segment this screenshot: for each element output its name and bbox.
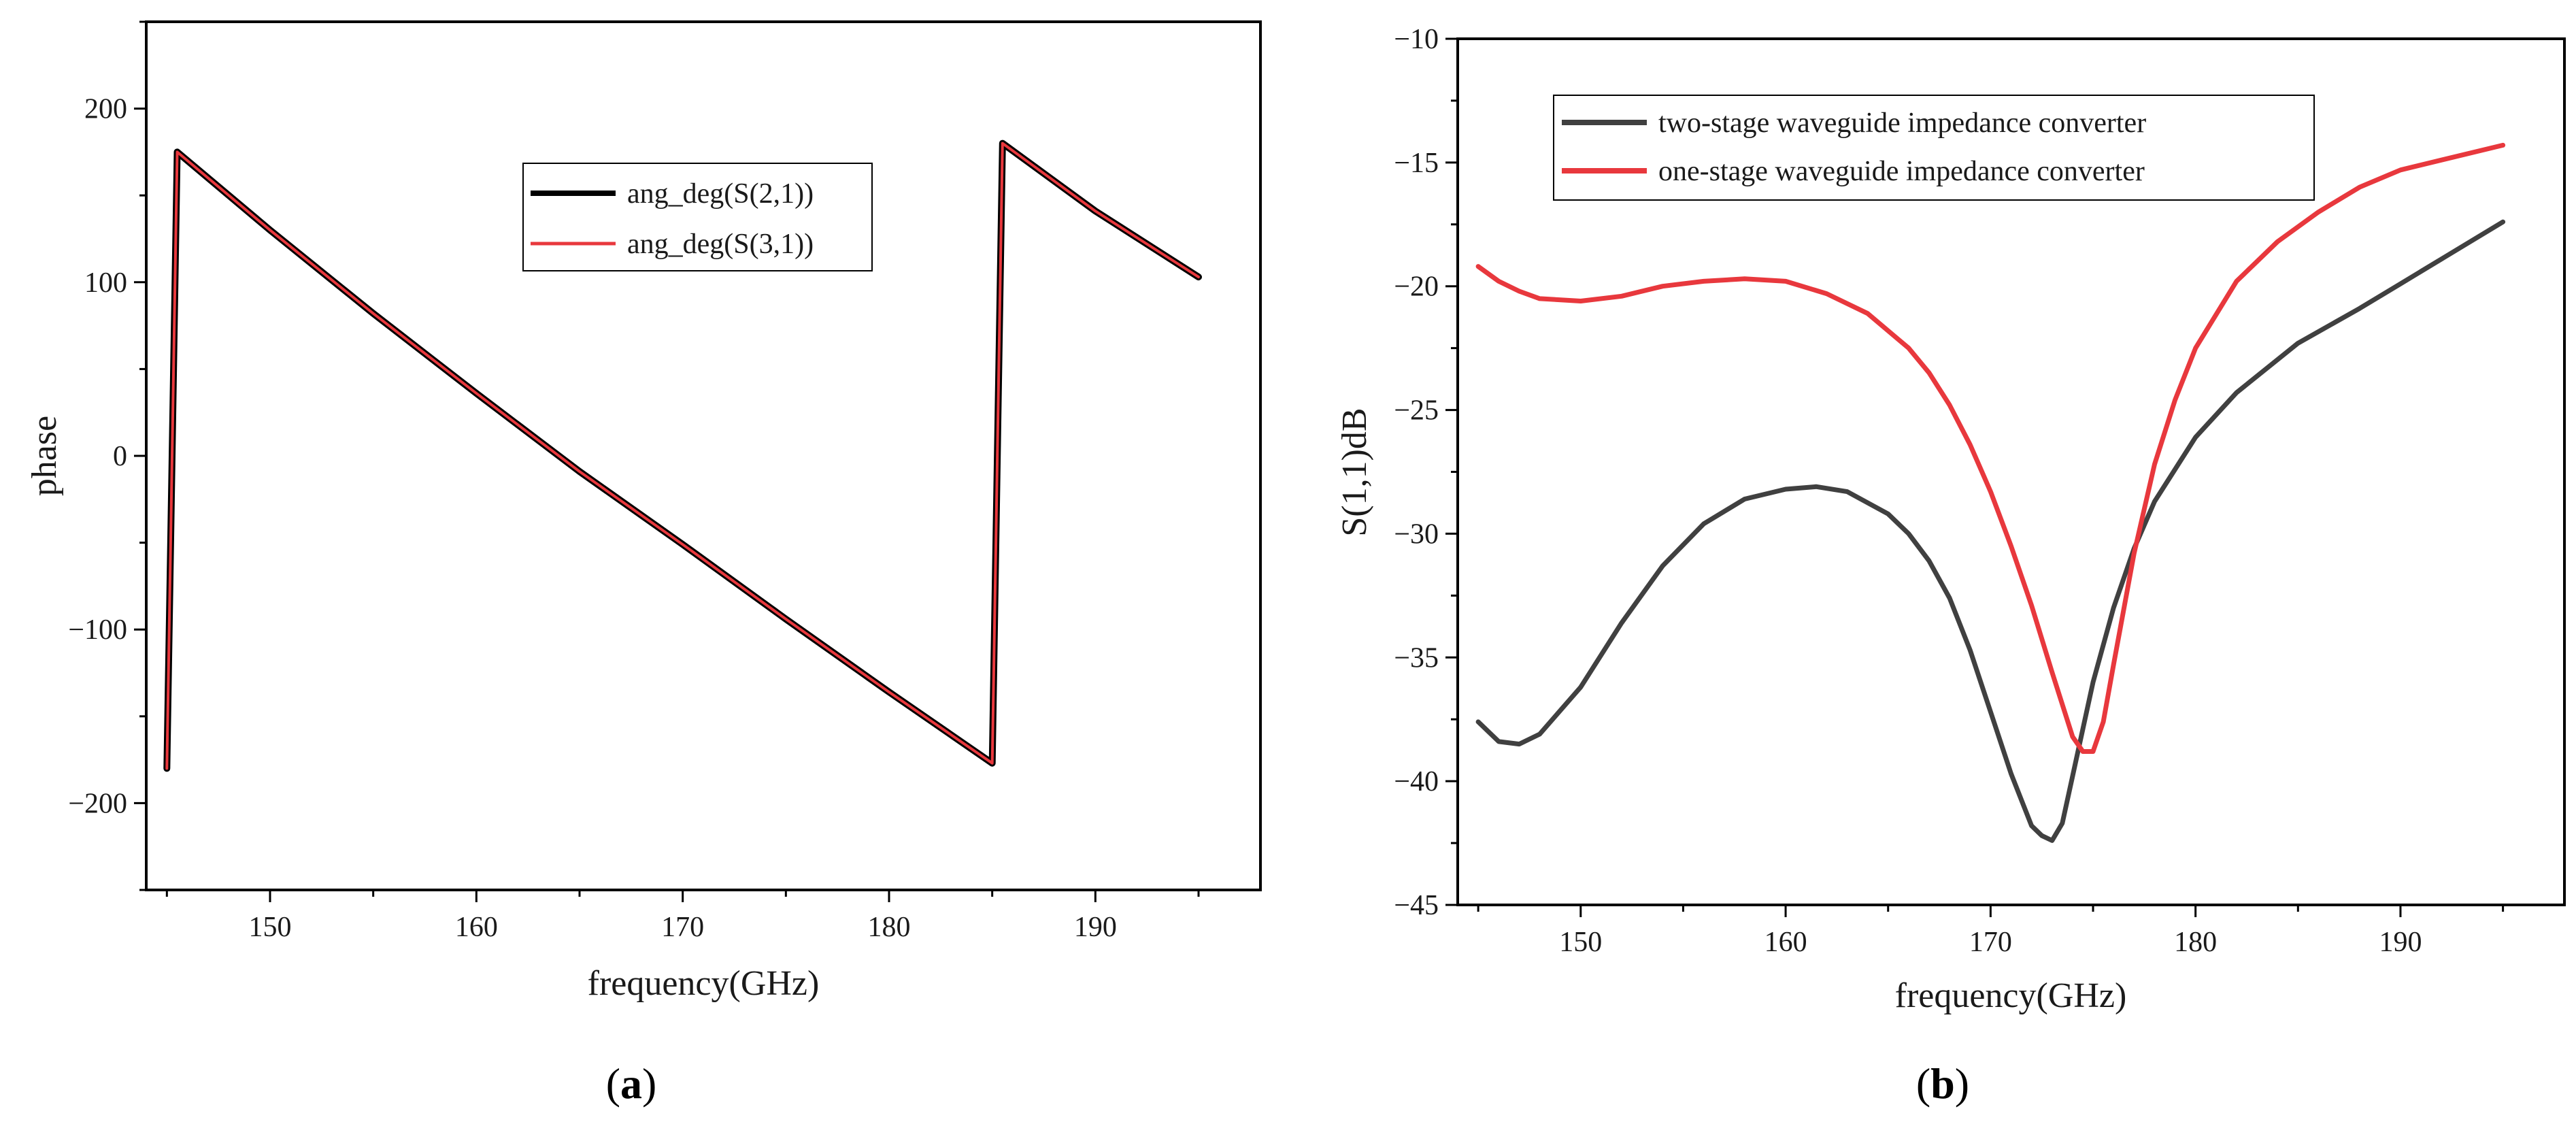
y-tick-label: 100 [84,267,127,299]
panel-b-x-axis-title: frequency(GHz) [1895,976,2127,1015]
x-tick-label: 150 [249,912,292,943]
y-tick-label: −40 [1394,766,1439,797]
panel-a-frame [145,20,1262,891]
panel-a-series [163,139,1202,772]
panel-b-x-ticks: 150 160 170 180 190 [1477,905,2505,958]
panel-a-y-ticks: −200 −100 0 100 200 [68,20,146,891]
y-tick-label: −100 [68,614,127,646]
panel-a-x-axis-title: frequency(GHz) [588,964,820,1003]
y-tick-label: −45 [1394,890,1439,921]
panel-b-label: (b) [1916,1059,1969,1108]
x-tick-label: 160 [1764,927,1807,958]
x-tick-label: 190 [2379,927,2422,958]
y-tick-label: −35 [1394,642,1439,674]
panel-a-legend: ang_deg(S(2,1)) ang_deg(S(3,1)) [522,163,873,271]
y-tick-label: −20 [1394,271,1439,303]
y-tick-label: 0 [113,441,127,472]
panel-b-y-axis-title: S(1,1)dB [1335,408,1374,536]
panel-a-x-ticks: 150 160 170 180 190 [165,890,1200,943]
x-tick-label: 180 [2174,927,2217,958]
panel-a-legend-label-1: ang_deg(S(3,1)) [627,229,814,260]
y-tick-label: −25 [1394,395,1439,427]
series-line-1 [165,142,1200,770]
panel-b: −45 −40 −35 −30 −25 −20 −15 −10 150 160 170 180 190… [1335,24,2566,1108]
y-tick-label: −10 [1394,24,1439,55]
x-tick-label: 190 [1074,912,1117,943]
panel-a-y-axis-title: phase [25,416,64,496]
x-tick-label: 160 [455,912,498,943]
panel-a-legend-label-0: ang_deg(S(2,1)) [627,178,814,210]
y-tick-label: −30 [1394,518,1439,550]
series-line-1 [1475,142,2506,754]
y-tick-label: 200 [84,94,127,125]
x-tick-label: 180 [868,912,911,943]
y-tick-label: −15 [1394,148,1439,179]
y-tick-label: −200 [68,788,127,819]
panel-b-label-letter: b [1930,1059,1955,1108]
panel-b-legend: two-stage waveguide impedance converter … [1553,95,2315,201]
series-line-0 [1475,219,2506,843]
panel-b-y-ticks: −45 −40 −35 −30 −25 −20 −15 −10 [1394,24,1458,921]
panel-b-legend-box [1553,95,2315,201]
panel-b-legend-label-1: one-stage waveguide impedance converter [1658,156,2145,187]
panel-a-legend-box [522,163,873,271]
x-tick-label: 150 [1559,927,1602,958]
panel-a: −200 −100 0 100 200 150 160 170 180 190 frequenc… [25,20,1262,1108]
x-tick-label: 170 [661,912,704,943]
panel-b-series [1475,142,2506,843]
panel-a-label: (a) [606,1059,657,1108]
x-tick-label: 170 [1969,927,2012,958]
panel-b-legend-label-0: two-stage waveguide impedance converter [1658,108,2146,139]
panel-a-label-letter: a [620,1059,642,1108]
